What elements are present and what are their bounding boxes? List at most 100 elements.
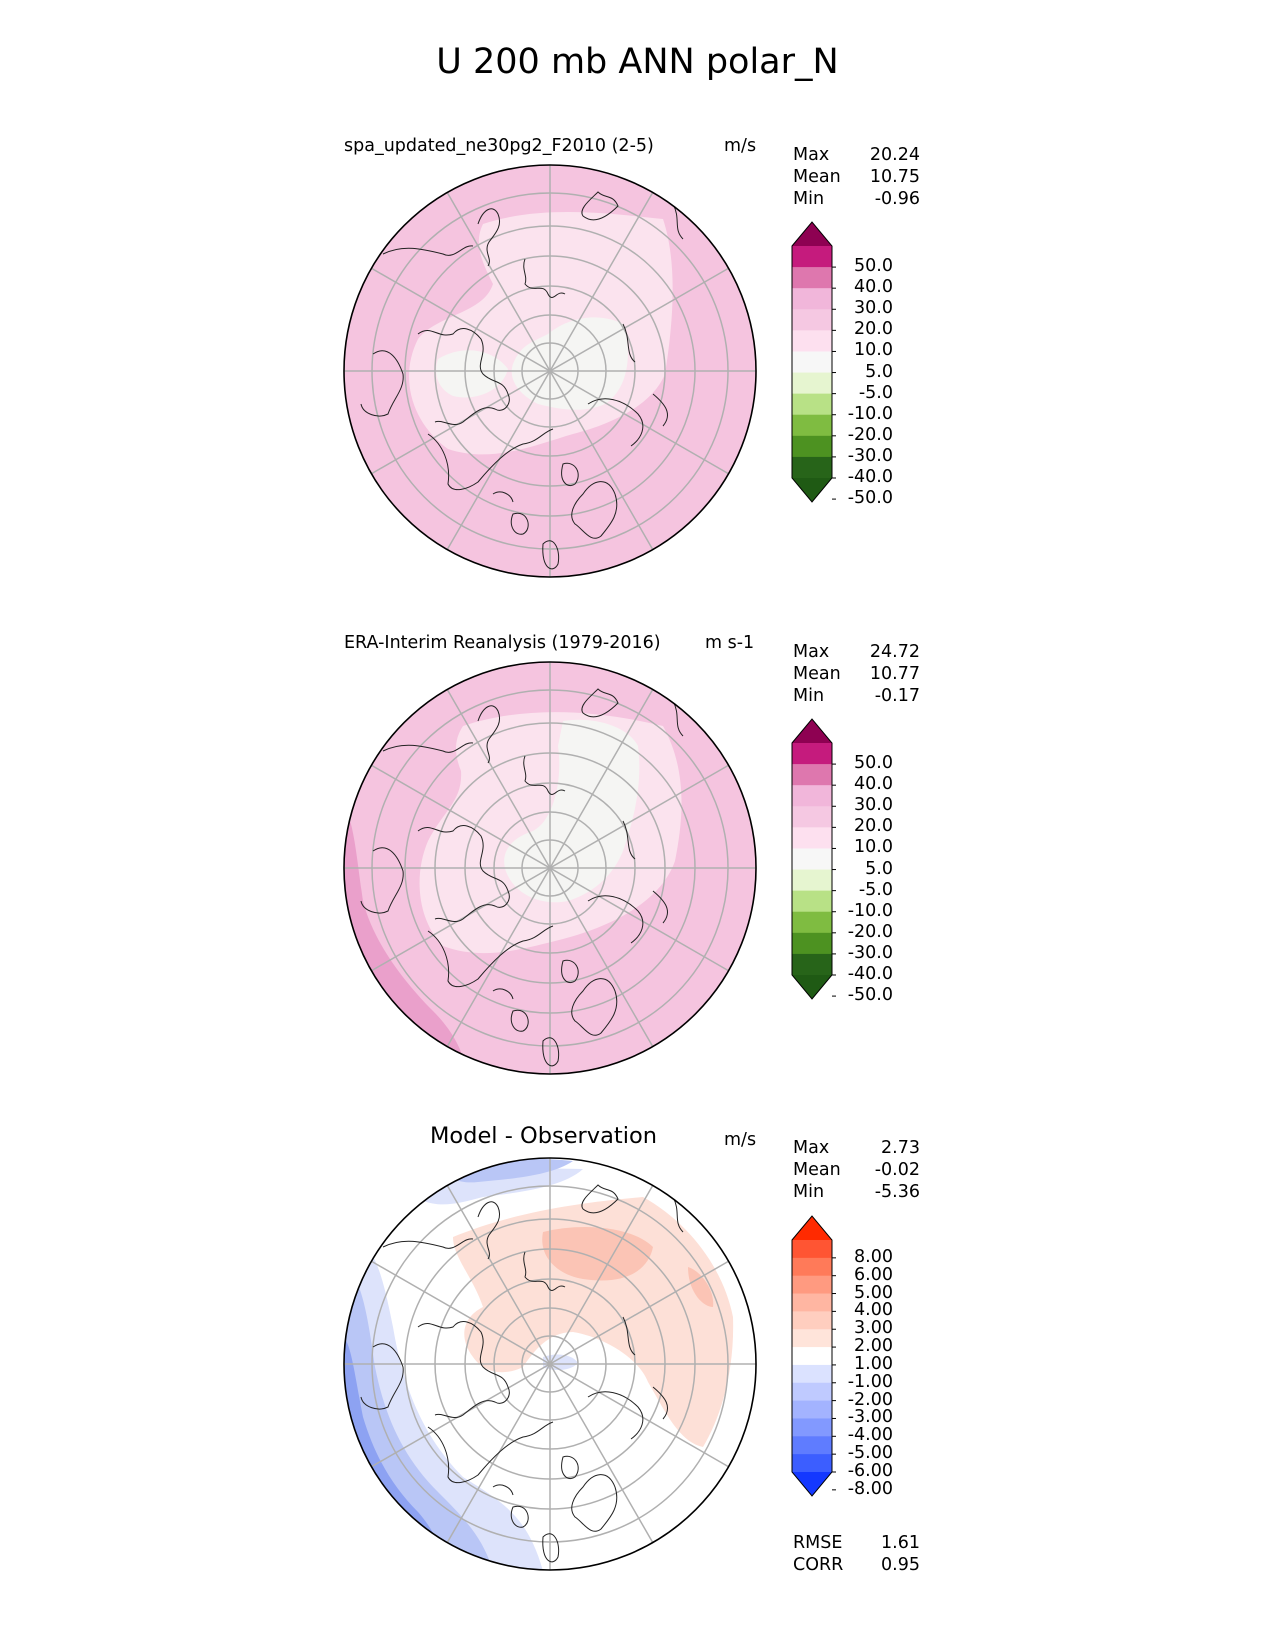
- colorbar-tick-label: 10.0: [854, 837, 893, 858]
- colorbar-tick-label: -3.00: [847, 1407, 893, 1428]
- panel3-mean-value: -0.02: [874, 1160, 920, 1180]
- colorbar-segment: [792, 743, 832, 765]
- colorbar-segment: [792, 414, 832, 437]
- panel2-colorbar: [791, 718, 836, 1000]
- panel1-colorbar: [791, 221, 836, 503]
- colorbar-tick-label: 40.0: [854, 774, 893, 795]
- colorbar-tick-label: 40.0: [854, 277, 893, 298]
- panel1-coastlines: [360, 191, 684, 570]
- colorbar-tick-label: 50.0: [854, 753, 893, 774]
- colorbar-segment: [792, 869, 832, 892]
- panel2-map-border: [343, 661, 757, 1075]
- colorbar-extend-min: [792, 478, 832, 502]
- panel3-zone-pos2-small: [688, 1267, 714, 1307]
- colorbar-tick-label: 50.0: [854, 256, 893, 277]
- colorbar-tick-label: 2.00: [854, 1336, 893, 1357]
- colorbar-segment: [792, 309, 832, 331]
- colorbar-segment: [792, 1311, 832, 1330]
- panel1-min-label: Min: [793, 189, 825, 209]
- panel3-colorbar: [791, 1215, 836, 1497]
- colorbar-segment: [792, 932, 832, 955]
- colorbar-segment: [792, 1293, 832, 1312]
- colorbar-segment: [792, 1329, 832, 1348]
- colorbar-tick-label: 5.0: [865, 858, 893, 879]
- colorbar-tick-label: 20.0: [854, 319, 893, 340]
- colorbar-segment: [792, 785, 832, 807]
- colorbar-tick-label: -6.00: [847, 1461, 893, 1481]
- panel3-min-value: -5.36: [874, 1182, 920, 1202]
- colorbar-segment: [792, 848, 832, 871]
- panel3-rmse-label: RMSE: [793, 1533, 843, 1553]
- colorbar-extend-min: [792, 975, 832, 999]
- colorbar-segment: [792, 351, 832, 374]
- colorbar-tick-label: 1.00: [854, 1353, 893, 1374]
- colorbar-segment: [792, 1364, 832, 1384]
- panel1-max-label: Max: [793, 145, 830, 165]
- colorbar-extend-min: [792, 1472, 832, 1496]
- panel1-mean-value: 10.75: [869, 167, 920, 187]
- colorbar-tick-label: -10.0: [847, 403, 893, 424]
- colorbar-tick-label: -30.0: [847, 445, 893, 466]
- colorbar-segment: [792, 1257, 832, 1277]
- panel3-max-value: 2.73: [881, 1138, 920, 1158]
- colorbar-segment: [792, 890, 832, 913]
- colorbar-segment: [792, 1347, 832, 1366]
- colorbar-tick-label: 30.0: [854, 298, 893, 319]
- panel3-graticule: [344, 1158, 756, 1570]
- panel2-max-label: Max: [793, 642, 830, 662]
- colorbar-tick-label: -5.0: [858, 879, 893, 900]
- colorbar-tick-label: -50.0: [847, 985, 893, 1006]
- panel3-min-label: Min: [793, 1182, 825, 1202]
- panel2-min-value: -0.17: [874, 686, 920, 706]
- colorbar-tick-label: 3.00: [854, 1318, 893, 1339]
- colorbar-tick-label: 5.00: [854, 1282, 893, 1303]
- colorbar-tick-label: -5.00: [847, 1443, 893, 1464]
- colorbar-tick-label: -20.0: [847, 424, 893, 445]
- colorbar-segment: [792, 827, 832, 849]
- colorbar-segment: [792, 267, 832, 289]
- panel3-units: m/s: [724, 1130, 757, 1150]
- panel3-polar-map: [343, 1157, 757, 1571]
- colorbar-extend-max: [792, 719, 832, 743]
- panel2-mean-value: 10.77: [869, 664, 920, 684]
- colorbar-tick-label: -40.0: [847, 964, 893, 984]
- colorbar-segment: [792, 1275, 832, 1295]
- panel2-max-value: 24.72: [869, 642, 920, 662]
- colorbar-tick-label: -8.00: [847, 1478, 893, 1499]
- panel3-coastlines: [360, 1184, 684, 1563]
- colorbar-segment: [792, 1382, 832, 1402]
- colorbar-tick-label: 30.0: [854, 795, 893, 816]
- panel1-title: spa_updated_ne30pg2_F2010 (2-5): [344, 136, 654, 156]
- colorbar-segment: [792, 1400, 832, 1419]
- colorbar-segment: [792, 1240, 832, 1259]
- panel3-title: Model - Observation: [430, 1123, 657, 1149]
- colorbar-extend-max: [792, 1216, 832, 1240]
- colorbar-segment: [792, 953, 832, 976]
- colorbar-tick-label: 6.00: [854, 1264, 893, 1285]
- panel2-mean-label: Mean: [793, 664, 841, 684]
- colorbar-segment: [792, 330, 832, 352]
- colorbar-tick-label: -20.0: [847, 921, 893, 942]
- panel1-zone-core-ext: [436, 350, 508, 398]
- colorbar-tick-label: 4.00: [854, 1300, 893, 1321]
- panel1-mean-label: Mean: [793, 167, 841, 187]
- colorbar-tick-label: 10.0: [854, 340, 893, 361]
- colorbar-segment: [792, 1436, 832, 1455]
- panel1-polar-map: [343, 164, 757, 578]
- panel2-graticule: [344, 662, 756, 1074]
- panel2-coastlines: [360, 688, 684, 1067]
- colorbar-tick-label: -40.0: [847, 467, 893, 487]
- colorbar-tick-label: -4.00: [847, 1425, 893, 1446]
- colorbar-segment: [792, 393, 832, 416]
- colorbar-segment: [792, 372, 832, 395]
- panel2-title: ERA-Interim Reanalysis (1979-2016): [344, 633, 661, 653]
- colorbar-tick-label: -1.00: [847, 1371, 893, 1392]
- colorbar-extend-max: [792, 222, 832, 246]
- colorbar-segment: [792, 456, 832, 479]
- panel3-map-border: [343, 1157, 757, 1571]
- colorbar-segment: [792, 246, 832, 268]
- panel1-min-value: -0.96: [874, 189, 920, 209]
- colorbar-segment: [792, 1418, 832, 1437]
- colorbar-tick-label: -50.0: [847, 488, 893, 509]
- panel1-graticule: [344, 165, 756, 577]
